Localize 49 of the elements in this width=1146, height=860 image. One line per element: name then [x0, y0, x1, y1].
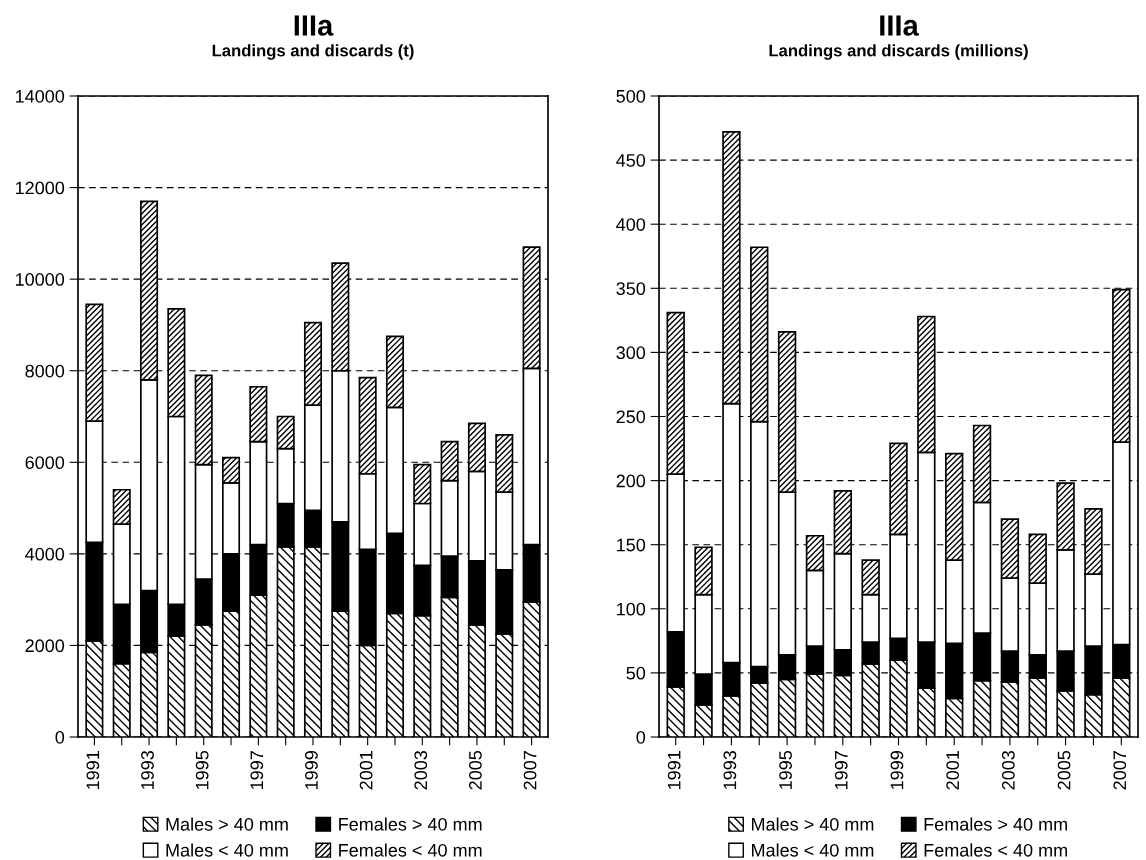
y-tick-label: 100	[617, 602, 646, 616]
x-tick-label: 2005	[1057, 750, 1071, 790]
y-tick-label: 2000	[25, 639, 65, 653]
legend-label: Males < 40 mm	[166, 843, 288, 857]
x-tick-label: 1995	[195, 750, 209, 789]
y-tick-label: 400	[616, 218, 646, 231]
legend-label: Males > 40 mm	[166, 817, 288, 831]
legend-label: Males > 40 mm	[751, 817, 874, 831]
y-tick-label: 300	[616, 346, 646, 360]
x-tick-label: 1997	[834, 751, 848, 789]
y-tick-label: 4000	[25, 547, 65, 561]
y-tick-label: 350	[616, 282, 646, 296]
y-tick-label: 6000	[25, 456, 65, 470]
y-tick-label: 12000	[15, 181, 65, 195]
chart-subtitle: Landings and discards (millions)	[769, 44, 1028, 60]
y-tick-label: 0	[636, 730, 646, 744]
x-tick-label: 1999	[890, 751, 904, 789]
y-tick-label: 14000	[15, 89, 65, 103]
y-tick-label: 50	[626, 666, 646, 680]
chart-subtitle: Landings and discards (t)	[212, 44, 414, 60]
chart-title: IIIa	[880, 15, 919, 36]
legend-label: Females < 40 mm	[339, 843, 482, 857]
x-tick-label: 2007	[523, 751, 537, 790]
x-tick-label: 1999	[305, 751, 318, 789]
y-tick-label: 10000	[15, 273, 65, 286]
x-tick-label: 1993	[141, 750, 154, 789]
x-tick-label: 2003	[414, 750, 428, 790]
y-tick-label: 8000	[25, 364, 65, 378]
x-tick-label: 1991	[667, 751, 681, 789]
chart-title: IIIa	[294, 15, 334, 36]
x-tick-label: 2003	[1001, 750, 1015, 790]
x-tick-label: 1995	[779, 750, 792, 789]
y-tick-label: 450	[616, 154, 646, 167]
y-tick-label: 200	[616, 474, 646, 488]
legend-label: Females > 40 mm	[339, 817, 482, 831]
x-tick-label: 2005	[469, 750, 482, 790]
y-tick-label: 0	[55, 730, 65, 744]
y-tick-label: 500	[616, 89, 646, 103]
x-tick-label: 1997	[250, 751, 264, 789]
legend-label: Females < 40 mm	[924, 843, 1067, 857]
y-tick-label: 250	[616, 410, 646, 424]
legend-label: Males < 40 mm	[751, 843, 874, 857]
y-tick-label: 150	[617, 538, 646, 552]
x-tick-label: 1993	[723, 750, 737, 789]
x-tick-label: 2001	[946, 751, 960, 790]
x-tick-label: 1991	[86, 751, 100, 789]
x-tick-label: 2007	[1113, 751, 1127, 790]
legend-label: Females > 40 mm	[924, 817, 1067, 831]
x-tick-label: 2001	[359, 751, 373, 790]
